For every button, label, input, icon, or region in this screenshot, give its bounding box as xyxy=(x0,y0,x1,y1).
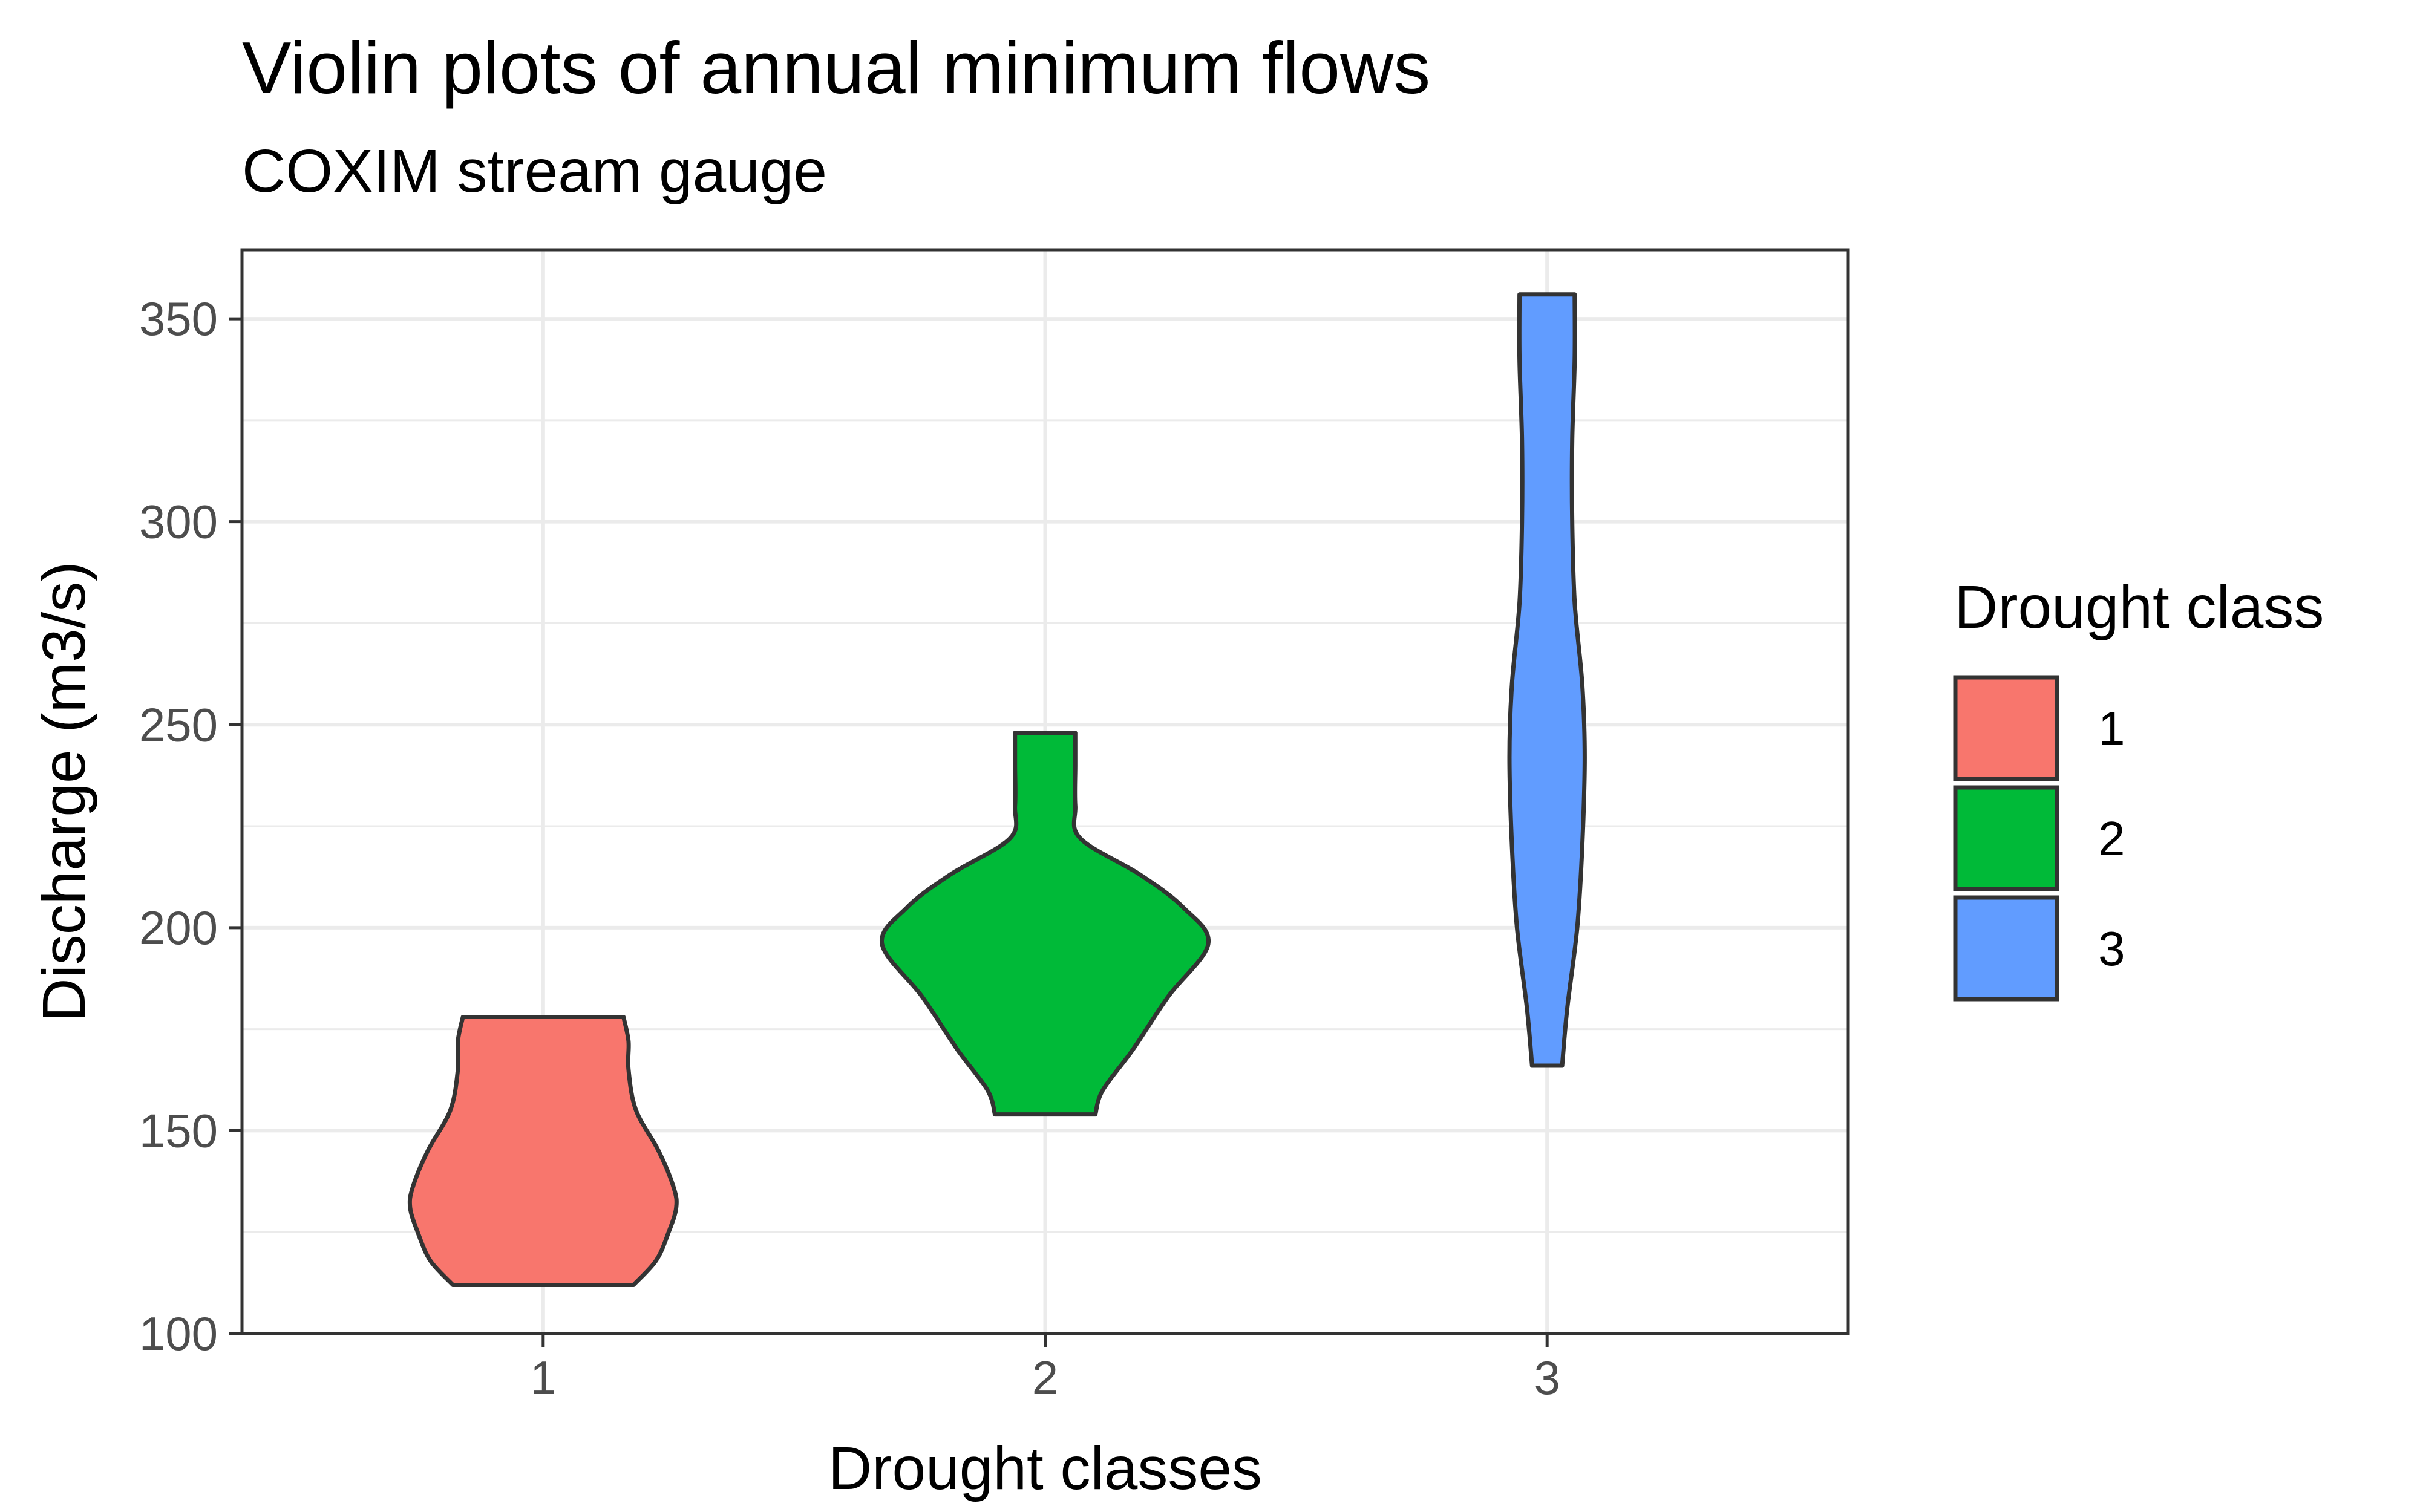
legend-key-2 xyxy=(1953,785,2059,891)
violin-class-3 xyxy=(1507,292,1587,1068)
legend-label-2: 2 xyxy=(2098,812,2125,865)
chart-subtitle: COXIM stream gauge xyxy=(242,137,828,205)
x-axis-title: Drought classes xyxy=(828,1435,1262,1502)
legend-label-3: 3 xyxy=(2098,922,2125,976)
legend-title: Drought class xyxy=(1954,573,2324,641)
x-tick-label: 3 xyxy=(1534,1351,1560,1404)
violin-class-2 xyxy=(880,731,1211,1117)
chart-title: Violin plots of annual minimum flows xyxy=(242,27,1431,109)
violin-class-1 xyxy=(407,1015,679,1287)
y-tick-label: 300 xyxy=(139,495,218,549)
y-tick-label: 200 xyxy=(139,901,218,954)
y-tick-label: 350 xyxy=(139,292,218,345)
x-tick-label: 2 xyxy=(1032,1351,1058,1404)
x-tick-label: 1 xyxy=(530,1351,556,1404)
legend-label-1: 1 xyxy=(2098,702,2125,755)
y-tick-label: 250 xyxy=(139,698,218,751)
legend-key-1 xyxy=(1953,675,2059,781)
legend: Drought class 1 2 3 xyxy=(1953,573,2324,1002)
legend-key-3 xyxy=(1953,895,2059,1002)
y-axis-title: Discharge (m3/s) xyxy=(30,561,98,1022)
y-tick-label: 100 xyxy=(139,1307,218,1360)
y-tick-label: 150 xyxy=(139,1104,218,1157)
